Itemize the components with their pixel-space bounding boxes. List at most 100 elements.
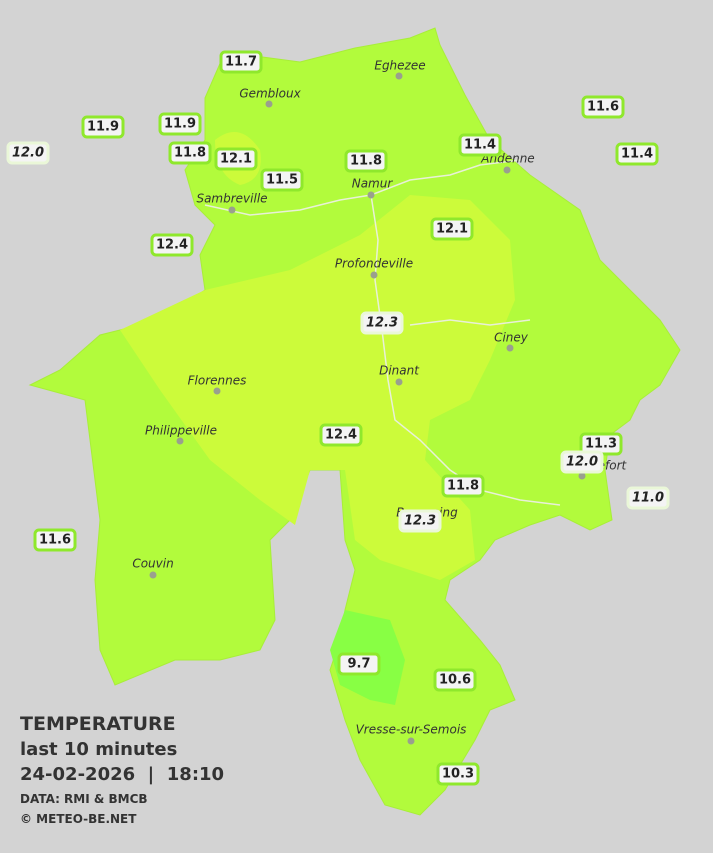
city-label: Namur [352,177,394,191]
station-value: 11.5 [266,173,298,188]
city-dot [503,166,511,174]
city-dot [407,737,415,745]
station-value: 11.9 [87,120,119,135]
station: 10.3 [436,762,480,786]
station-box [214,147,258,171]
station: 9.7 [337,652,381,676]
station-box [319,423,363,447]
station-box [560,450,604,474]
station-value: 12.3 [366,316,398,331]
station-box [150,233,194,257]
station: 12.4 [150,233,194,257]
station-box [436,762,480,786]
station-value: 11.8 [350,154,382,169]
cities: EghezeeGemblouxAndenneNamurSambrevillePr… [132,59,628,745]
station-box [158,112,202,136]
source: DATA: RMI & BMCB [20,792,148,806]
station-value: 11.4 [464,138,496,153]
station-value: 11.0 [632,491,664,506]
city-label: Florennes [188,374,247,388]
station-value: 11.6 [587,100,619,115]
city-dot [578,472,586,480]
station-box [168,141,212,165]
station: 12.3 [360,311,404,335]
station-value: 11.8 [447,479,479,494]
station: 12.1 [430,217,474,241]
station-box [441,474,485,498]
station-box [33,528,77,552]
city-dot [265,100,273,108]
station-box [626,486,670,510]
warm-zone [120,195,515,580]
station: 12.1 [214,147,258,171]
city-label: Ciney [494,331,529,345]
station-box [581,95,625,119]
station-value: 11.7 [225,55,257,70]
station-box [219,50,263,74]
station-value: 11.8 [174,146,206,161]
station-box [6,141,50,165]
city-label: Gembloux [239,87,301,101]
station-box [433,668,477,692]
station: 11.3 [579,432,623,456]
city-label: Sambreville [196,192,267,206]
station-box [260,168,304,192]
station-box [360,311,404,335]
station-box [337,652,381,676]
station: 12.0 [6,141,50,165]
station-value: 9.7 [347,657,370,672]
station-box [398,509,442,533]
city-dot [176,437,184,445]
station: 12.0 [560,450,604,474]
station: 12.4 [319,423,363,447]
station: 11.0 [626,486,670,510]
station: 11.9 [81,115,125,139]
city-dot [149,571,157,579]
station: 11.5 [260,168,304,192]
station-box [344,149,388,173]
city-dot [370,271,378,279]
station-box [430,217,474,241]
station: 11.9 [158,112,202,136]
station-value: 12.1 [436,222,468,237]
station-value: 11.6 [39,533,71,548]
datetime: 24-02-2026 | 18:10 [20,764,224,785]
station: 11.8 [441,474,485,498]
city-dot [395,72,403,80]
station: 11.6 [33,528,77,552]
station: 11.8 [168,141,212,165]
station-value: 10.6 [439,673,471,688]
city-dot [228,206,236,214]
station-box [458,133,502,157]
station-value: 10.3 [442,767,474,782]
station-value: 12.4 [325,428,357,443]
station: 11.4 [615,142,659,166]
station-value: 11.9 [164,117,196,132]
station-value: 12.3 [404,514,436,529]
station: 11.7 [219,50,263,74]
subtitle: last 10 minutes [20,739,177,760]
station-box [615,142,659,166]
station: 11.8 [344,149,388,173]
city-label: Philippeville [145,424,217,438]
city-label: Dinant [379,364,420,378]
station-value: 12.1 [220,152,252,167]
copyright: © METEO-BE.NET [20,812,137,826]
station: 11.6 [581,95,625,119]
station: 10.6 [433,668,477,692]
city-label: Profondeville [335,257,413,271]
city-dot [213,387,221,395]
station-value: 12.4 [156,238,188,253]
station: 11.4 [458,133,502,157]
city-dot [506,344,514,352]
station: 12.3 [398,509,442,533]
station-value: 11.3 [585,437,617,452]
city-dot [367,191,375,199]
station-value: 12.0 [566,455,598,470]
station-value: 12.0 [12,146,44,161]
station-value: 11.4 [621,147,653,162]
city-label: Couvin [132,557,173,571]
station-box [81,115,125,139]
city-dot [395,378,403,386]
